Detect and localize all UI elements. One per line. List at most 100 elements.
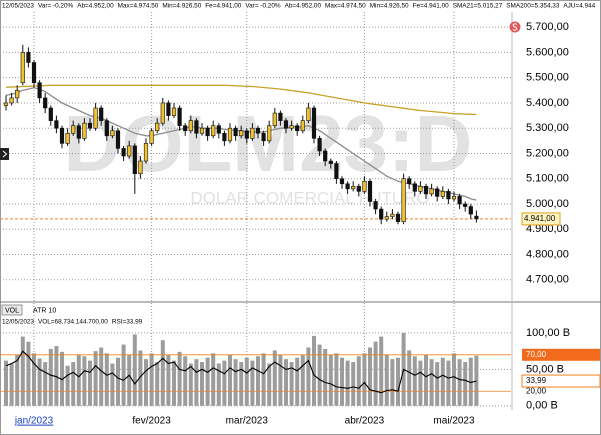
info-item: Max=4.974,50 bbox=[118, 3, 159, 10]
volume-bar bbox=[256, 356, 260, 406]
volume-bar bbox=[160, 340, 165, 406]
volume-bar bbox=[127, 354, 132, 406]
volume-bar bbox=[418, 360, 423, 406]
candle-body bbox=[345, 183, 350, 190]
volume-bar bbox=[155, 362, 160, 406]
candle-body bbox=[132, 145, 137, 174]
candle-body bbox=[474, 215, 479, 220]
candle-body bbox=[71, 125, 76, 134]
rsi-last-box bbox=[521, 374, 601, 388]
info-item: Var= -0,20% bbox=[245, 3, 281, 10]
volume-bar bbox=[88, 360, 92, 406]
rsi-level-box bbox=[522, 348, 600, 361]
volume-bar bbox=[272, 350, 277, 406]
candle-body bbox=[395, 213, 401, 222]
volume-bar bbox=[435, 362, 440, 406]
info-item: Max=4.974,50 bbox=[325, 3, 366, 10]
volume-bar bbox=[216, 363, 221, 406]
y-tick-label: 4.900,00 bbox=[526, 223, 569, 235]
volume-bar bbox=[379, 336, 384, 406]
candle-body bbox=[127, 145, 132, 157]
candle-body bbox=[37, 82, 42, 99]
candle-body bbox=[311, 107, 317, 139]
signal-icon-glyph bbox=[512, 23, 518, 31]
volume-bar bbox=[373, 341, 378, 406]
volume-bar bbox=[452, 353, 456, 406]
candle-body bbox=[423, 186, 429, 195]
rsi-line bbox=[5, 350, 477, 394]
watermark: DOLM23:D bbox=[64, 99, 473, 188]
volume-bar bbox=[99, 347, 104, 406]
volume-bar bbox=[284, 359, 288, 406]
volume-bar bbox=[149, 353, 154, 406]
candle-body bbox=[267, 125, 272, 142]
info-item: Min=4.926,50 bbox=[370, 3, 409, 10]
candle-body bbox=[93, 107, 98, 129]
info-item: SMA21=5.015,27 bbox=[453, 3, 503, 10]
expand-button[interactable] bbox=[0, 148, 9, 160]
info-item: Fe=4.941,00 bbox=[413, 3, 450, 10]
candle-body bbox=[379, 208, 384, 220]
candle-body bbox=[155, 122, 160, 132]
expand-arrow bbox=[2, 150, 8, 158]
candle-body bbox=[104, 120, 109, 137]
candle-body bbox=[407, 178, 412, 185]
volume-bar bbox=[26, 341, 31, 406]
volume-bar bbox=[48, 348, 53, 406]
volume-bar bbox=[362, 353, 367, 406]
volume-bar bbox=[384, 354, 389, 406]
volume-bar bbox=[334, 353, 339, 406]
candle-body bbox=[328, 160, 333, 164]
candle-body bbox=[43, 97, 48, 109]
tab-label[interactable]: ATR 10 bbox=[33, 307, 56, 314]
candle-body bbox=[110, 130, 115, 137]
candle-body bbox=[76, 125, 81, 139]
candle-body bbox=[250, 127, 255, 139]
y2-tick-label: 70,00 bbox=[526, 350, 547, 359]
candle-body bbox=[283, 120, 289, 129]
volume-bar bbox=[463, 362, 468, 406]
candle-body bbox=[171, 107, 177, 116]
volume-bar bbox=[306, 347, 311, 406]
candle-body bbox=[323, 150, 328, 162]
candle-body bbox=[356, 186, 361, 192]
y-tick-label: 100,00 B bbox=[526, 327, 570, 339]
rsi-last-label: 33,99 bbox=[526, 376, 547, 385]
candle-body bbox=[87, 122, 93, 129]
candle-body bbox=[54, 120, 59, 129]
y-tick-label: 5.700,00 bbox=[526, 21, 569, 33]
candle-body bbox=[339, 178, 345, 185]
volume-bar bbox=[32, 353, 36, 406]
tab[interactable] bbox=[1, 304, 23, 316]
volume-bar bbox=[429, 359, 434, 406]
volume-bar bbox=[60, 351, 64, 406]
volume-bar bbox=[76, 354, 81, 406]
info-item: Ab=4.952,00 bbox=[285, 3, 322, 10]
candle-body bbox=[115, 130, 121, 149]
volume-bar bbox=[300, 354, 305, 406]
x-tick-label: jan/2023 bbox=[14, 416, 54, 427]
volume-bar bbox=[323, 348, 328, 406]
candle-body bbox=[317, 138, 322, 152]
moving-average-line bbox=[5, 84, 477, 116]
volume-bar bbox=[351, 362, 356, 406]
info-item: 12/05/2023 bbox=[2, 319, 34, 326]
candle-body bbox=[239, 130, 244, 137]
volume-bar bbox=[289, 362, 294, 406]
candle-body bbox=[216, 125, 221, 134]
y-tick-label: 5.100,00 bbox=[526, 173, 569, 185]
volume-bar bbox=[446, 360, 451, 406]
volume-bar bbox=[188, 363, 193, 406]
candle-body bbox=[211, 125, 216, 137]
info-item: SMA200=5.354,33 bbox=[506, 3, 560, 10]
volume-bar bbox=[345, 360, 350, 406]
candle-body bbox=[440, 191, 445, 197]
x-tick-label: fev/2023 bbox=[132, 416, 171, 427]
volume-bar bbox=[440, 357, 445, 406]
volume-bar bbox=[183, 356, 188, 406]
candle-body bbox=[468, 206, 473, 215]
volume-bar bbox=[244, 357, 249, 406]
info-item: VOL=68.734.144.700,00 bbox=[38, 319, 108, 326]
